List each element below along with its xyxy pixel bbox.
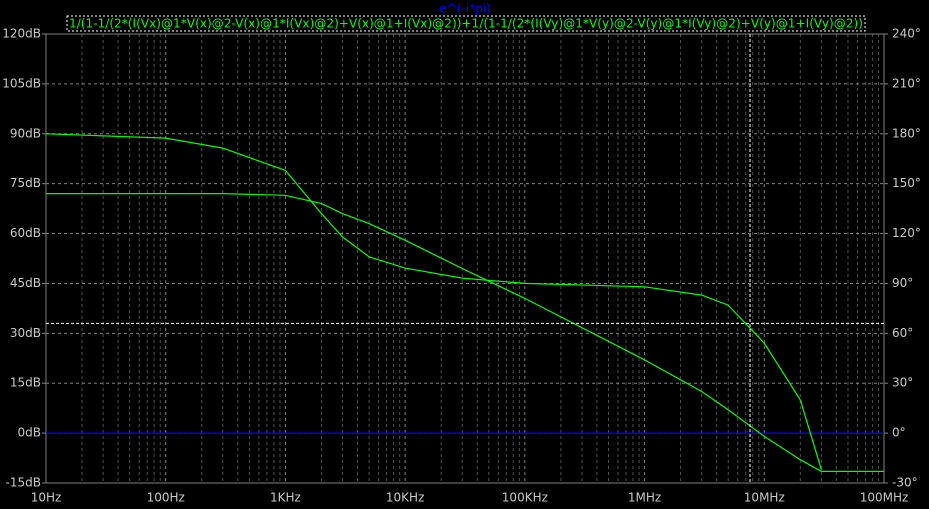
y-tick-label: 15dB [10, 376, 41, 390]
series-line [46, 193, 884, 472]
y-tick-label: 105dB [2, 76, 41, 90]
y-tick-label: 45dB [10, 276, 41, 290]
plot-frame [45, 33, 885, 484]
y2-tick-label: 210° [892, 76, 921, 90]
x-tick-label: 100MHz [860, 491, 909, 505]
x-tick-label: 100KHz [502, 491, 548, 505]
y2-tick-label: 150° [892, 176, 921, 190]
y-tick-label: 120dB [2, 27, 41, 41]
y-tick-label: 60dB [10, 226, 41, 240]
y2-tick-label: 120° [892, 226, 921, 240]
y-tick-label: 75dB [10, 176, 41, 190]
trace-label: e^(-i*pi) [439, 2, 490, 16]
x-tick-label: 1KHz [270, 491, 301, 505]
y2-tick-label: 0° [892, 426, 906, 440]
x-tick-label: 10Hz [31, 491, 62, 505]
y2-tick-label: 240° [892, 27, 921, 41]
y2-tick-label: 30° [892, 376, 913, 390]
x-tick-label: 10KHz [386, 491, 424, 505]
series-line [46, 133, 822, 470]
y2-tick-label: -30° [892, 476, 918, 490]
x-tick-label: 100Hz [147, 491, 185, 505]
y2-tick-label: 180° [892, 126, 921, 140]
x-tick-label: 1MHz [628, 491, 661, 505]
y-tick-label: 90dB [10, 126, 41, 140]
trace-label-box [66, 15, 866, 32]
trace-label: 1/(1-1/(2*(I(Vx)@1*V(x)@2-V(x)@1*I(Vx)@2… [69, 17, 863, 31]
y-tick-label: 30dB [10, 326, 41, 340]
y-tick-label: 0dB [18, 426, 41, 440]
y2-tick-label: 60° [892, 326, 913, 340]
x-tick-label: 10MHz [744, 491, 785, 505]
y2-tick-label: 90° [892, 276, 913, 290]
y-tick-label: -15dB [6, 476, 41, 490]
